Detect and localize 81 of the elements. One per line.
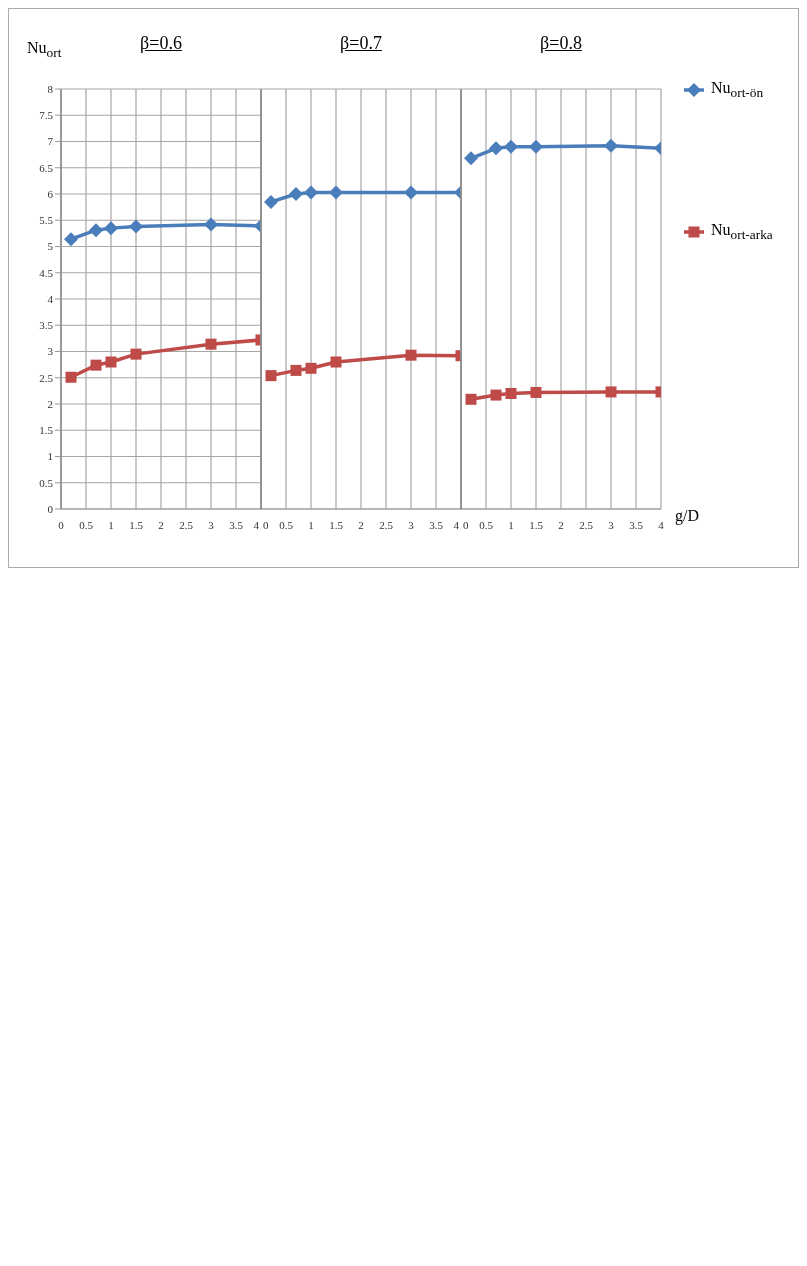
x-tick-label: 4	[658, 519, 665, 531]
x-tick-label: 1.5	[129, 519, 144, 531]
x-tick-label: 2.5	[579, 519, 594, 531]
point	[405, 349, 417, 361]
x-tick-label: 0.5	[279, 519, 294, 531]
point	[290, 364, 302, 376]
chart-title: β=0.6	[139, 33, 183, 54]
y-tick-label: 1.5	[39, 424, 54, 437]
x-tick-label: 2	[158, 519, 164, 531]
point	[65, 371, 77, 383]
x-tick-label: 1.5	[329, 519, 344, 531]
y-tick-label: 0.5	[39, 476, 54, 489]
point	[264, 194, 278, 209]
x-tick-label: 1	[508, 519, 514, 531]
point	[130, 348, 142, 360]
x-tick-label: 3.5	[629, 519, 644, 531]
point	[489, 141, 503, 156]
point	[330, 356, 342, 368]
legend-label: Nu$_{ort-ön}$	[711, 79, 764, 102]
point	[605, 386, 617, 398]
point	[104, 221, 118, 236]
y-tick-label: 4	[47, 292, 54, 305]
point	[129, 219, 143, 234]
point	[305, 362, 317, 374]
y-tick-label: 5.5	[39, 214, 54, 227]
x-tick-label: 0	[58, 519, 65, 531]
x-tick-label: 3	[608, 519, 615, 531]
y-tick-label: 1	[47, 450, 53, 463]
x-tick-label: 3	[208, 519, 215, 531]
point	[205, 338, 217, 350]
y-tick-label: 7	[47, 135, 54, 148]
point	[105, 356, 117, 368]
y-tick-label: 5	[47, 240, 54, 253]
point	[529, 139, 543, 154]
point	[304, 185, 318, 200]
point	[204, 217, 218, 232]
x-tick-label: 0	[463, 519, 469, 531]
y-tick-label: 2.5	[39, 371, 54, 384]
point	[604, 138, 618, 153]
y-tick-label: 8	[47, 82, 54, 95]
y-tick-label: 4.5	[39, 266, 54, 279]
x-tick-label: 3.5	[229, 519, 244, 531]
x-tick-label: 1	[108, 519, 114, 531]
point	[89, 223, 103, 238]
legend-label: Nu$_{ort-arka}$	[711, 221, 773, 244]
y-tick-label: 7.5	[39, 109, 54, 122]
x-tick-label: 0.5	[479, 519, 494, 531]
x-tick-label: 4	[253, 519, 260, 531]
x-tick-label: 0.5	[79, 519, 94, 531]
point	[530, 386, 542, 398]
y-tick-label: 6.5	[39, 161, 54, 174]
point	[404, 185, 418, 200]
x-axis-title: g/D	[675, 507, 699, 525]
point	[490, 389, 502, 401]
x-tick-label: 3.5	[429, 519, 444, 531]
point	[504, 139, 518, 154]
x-tick-label: 3	[408, 519, 415, 531]
x-tick-label: 2.5	[379, 519, 394, 531]
y-tick-label: 3.5	[39, 319, 54, 332]
y-tick-label: 2	[47, 397, 53, 410]
y-tick-label: 3	[47, 345, 54, 358]
point	[464, 151, 478, 166]
y-axis-title: Nu$_{ort}$	[27, 39, 62, 62]
chart-title: β=0.7	[339, 33, 383, 54]
x-tick-label: 0	[263, 519, 269, 531]
point	[64, 232, 78, 247]
point	[289, 187, 303, 201]
x-tick-label: 2	[358, 519, 364, 531]
point	[465, 393, 477, 405]
x-tick-label: 2.5	[179, 519, 194, 531]
x-tick-label: 4	[453, 519, 460, 531]
x-tick-label: 2	[558, 519, 564, 531]
point	[329, 185, 343, 200]
y-tick-label: 6	[47, 187, 54, 200]
x-tick-label: 1.5	[529, 519, 544, 531]
point	[505, 388, 517, 399]
point	[265, 370, 277, 382]
x-tick-label: 1	[308, 519, 314, 531]
y-tick-label: 0	[47, 502, 54, 515]
chart-title: β=0.8	[539, 33, 583, 54]
point	[90, 359, 102, 371]
